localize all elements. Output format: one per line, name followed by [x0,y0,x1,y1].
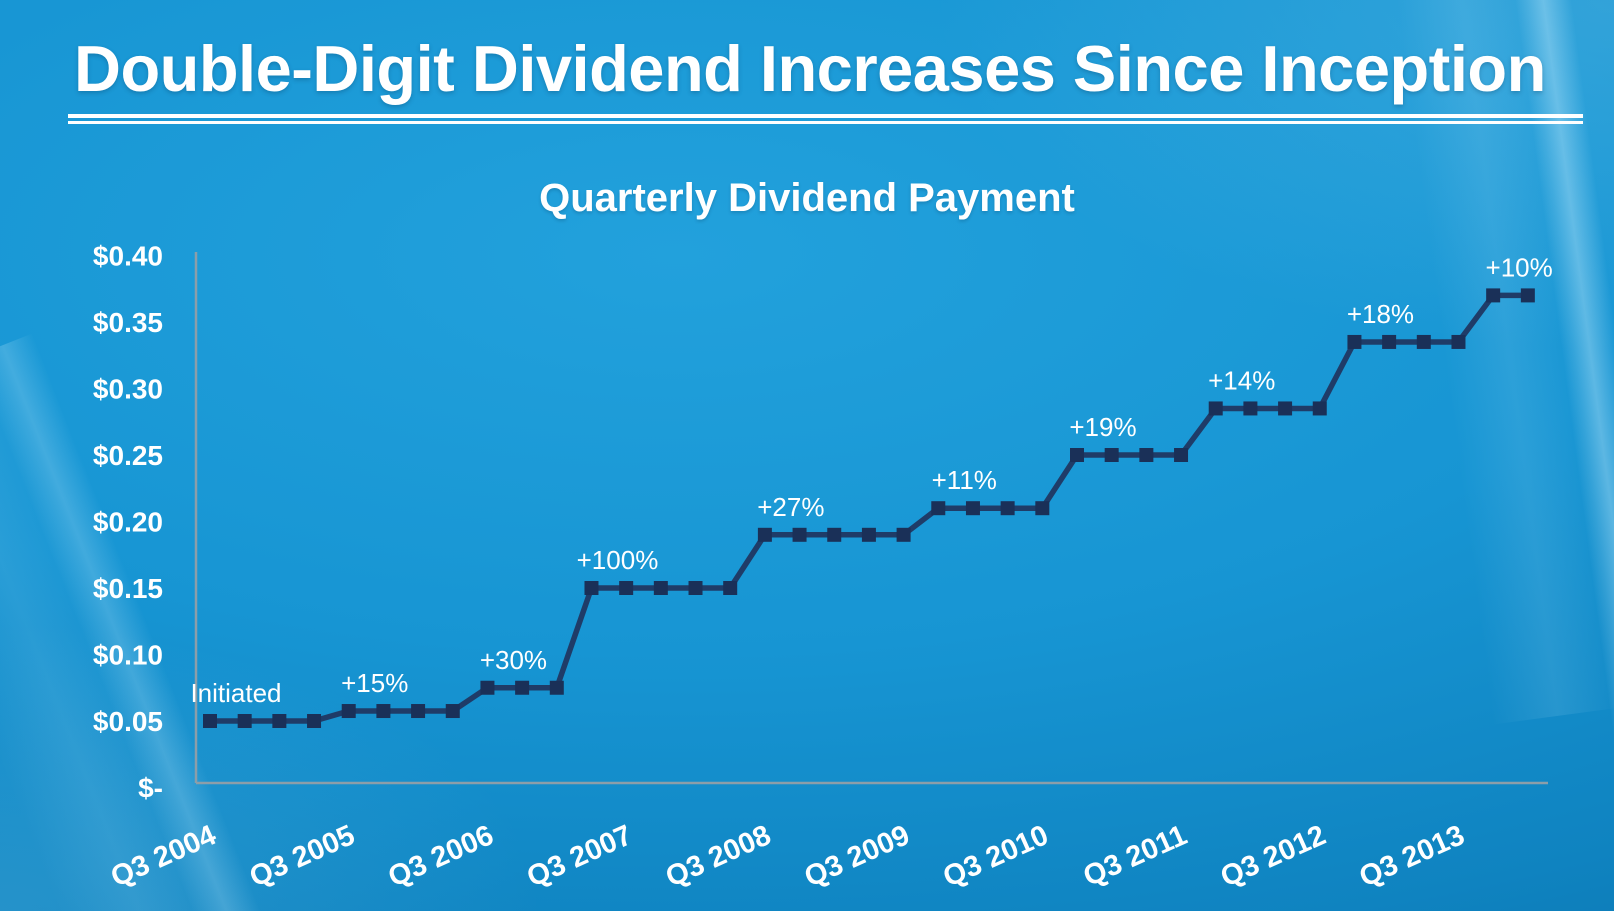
data-point-marker [1382,334,1397,349]
data-point-marker [1486,288,1501,303]
data-point-marker [237,714,252,728]
y-axis-tick-label: $- [138,773,163,804]
y-axis-tick-label: $0.10 [93,640,163,671]
annotation-label: +100% [577,545,659,575]
x-axis-tick-label: Q3 2007 [522,819,637,893]
data-point-marker [1347,334,1362,349]
data-point-marker [445,704,460,719]
x-axis-tick-label: Q3 2005 [245,819,360,893]
annotation-label: Initiated [190,678,281,708]
data-point-marker [1000,501,1015,516]
x-axis-tick-label: Q3 2008 [661,819,776,893]
data-point-marker [931,501,946,516]
data-point-marker [757,527,772,542]
data-point-marker [792,527,807,542]
annotation-label: +30% [480,645,547,675]
chart-title: Quarterly Dividend Payment [539,176,1075,220]
y-axis-tick-label: $0.30 [93,374,163,405]
data-point-marker [1451,334,1466,349]
data-point-marker [203,714,217,728]
data-point-marker [688,581,703,595]
x-axis-tick-label: Q3 2009 [800,819,915,893]
data-point-marker [584,581,599,595]
x-axis-tick-label: Q3 2006 [384,819,499,893]
y-axis-tick-label: $0.40 [93,241,163,272]
x-axis-tick-label: Q3 2004 [106,819,221,893]
title-underline [68,114,1583,124]
y-axis-tick-label: $0.05 [93,706,163,737]
x-axis-tick-label: Q3 2013 [1355,819,1470,893]
data-point-marker [896,527,911,542]
data-point-marker [515,680,530,695]
data-point-marker [1243,401,1258,416]
data-point-marker [411,704,426,719]
data-point-marker [1416,334,1431,349]
y-axis-tick-label: $0.20 [93,507,163,538]
data-point-marker [861,527,876,542]
x-axis-tick-label: Q3 2010 [939,819,1054,893]
y-axis-tick-label: $0.25 [93,440,163,471]
y-axis-tick-label: $0.35 [93,307,163,338]
y-axis-tick-label: $0.15 [93,573,163,604]
data-point-marker [827,527,842,542]
annotation-label: +14% [1208,365,1275,395]
slide-title: Double-Digit Dividend Increases Since In… [74,32,1546,105]
data-point-marker [1070,448,1084,462]
data-point-marker [376,704,391,719]
annotation-label: +11% [932,465,997,495]
data-point-marker [1208,401,1223,416]
annotation-label: +15% [341,668,408,698]
data-point-marker [1278,401,1293,416]
annotation-label: +10% [1486,252,1553,282]
data-point-marker [341,704,356,719]
data-point-marker [1139,448,1154,462]
annotation-label: +19% [1069,412,1136,442]
annotation-label: +18% [1347,299,1414,329]
data-point-marker [549,680,564,695]
data-point-marker [307,714,322,728]
data-point-marker [723,581,738,595]
x-axis-tick-label: Q3 2012 [1216,819,1331,893]
data-point-marker [653,581,668,595]
data-point-marker [1104,448,1119,462]
data-point-marker [1312,401,1327,416]
data-point-marker [272,714,287,728]
dividend-line-series [210,292,1528,724]
annotation-label: +27% [757,492,824,522]
data-point-marker [1520,288,1535,303]
x-axis-tick-label: Q3 2011 [1079,819,1192,893]
data-point-marker [965,501,980,516]
data-point-marker [480,680,495,695]
data-point-marker [1035,501,1050,516]
data-point-marker [1174,448,1189,462]
data-point-marker [619,581,634,595]
